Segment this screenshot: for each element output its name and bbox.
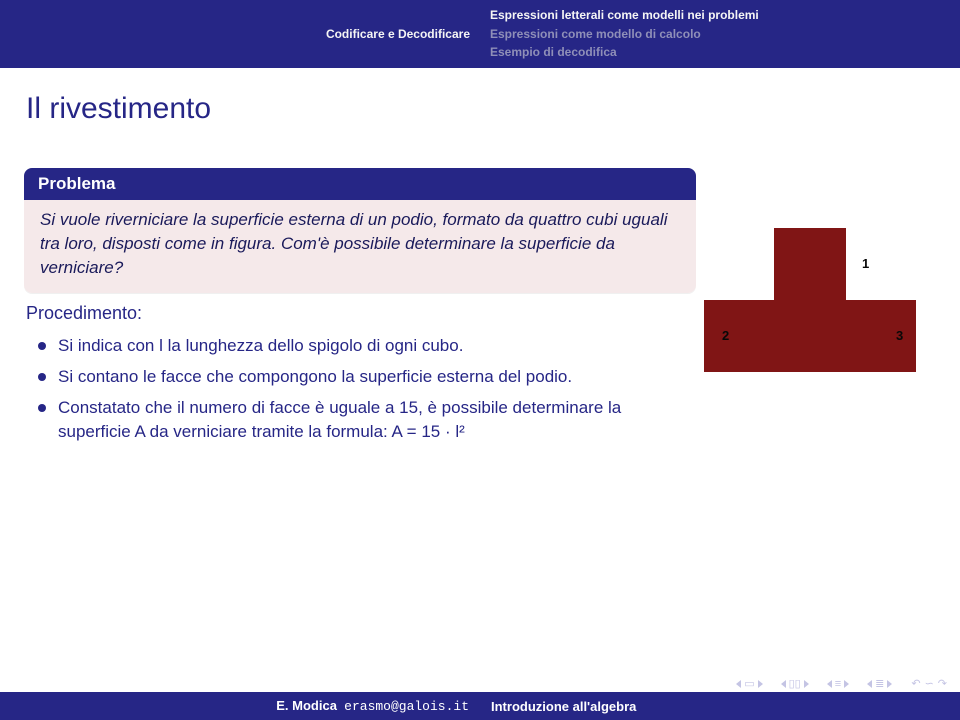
nav-prev-icon bbox=[736, 680, 741, 688]
header-subsection-1: Espressioni come modello di calcolo bbox=[490, 26, 960, 43]
nav-slide-icon: ▭ bbox=[743, 677, 755, 690]
cube-bottom-mid bbox=[774, 300, 846, 372]
procedure-item: Si contano le facce che compongono la su… bbox=[38, 365, 696, 390]
podio-figure: 1 2 3 bbox=[704, 228, 914, 428]
footer-title: Introduzione all'algebra bbox=[485, 699, 960, 714]
cube-label-3: 3 bbox=[896, 328, 903, 343]
content-right: 1 2 3 bbox=[704, 168, 924, 451]
nav-frame-icon: ▯▯ bbox=[788, 677, 802, 690]
nav-next-icon bbox=[887, 680, 892, 688]
nav-prev-icon bbox=[827, 680, 832, 688]
procedure-list: Si indica con l la lunghezza dello spigo… bbox=[24, 334, 696, 445]
footer-email: erasmo@galois.it bbox=[344, 699, 469, 714]
content-area: Problema Si vuole riverniciare la superf… bbox=[0, 126, 960, 451]
nav-slide[interactable]: ▭ bbox=[736, 677, 762, 690]
nav-next-icon bbox=[844, 680, 849, 688]
content-left: Problema Si vuole riverniciare la superf… bbox=[24, 168, 696, 451]
nav-prev-icon bbox=[867, 680, 872, 688]
nav-next-icon bbox=[804, 680, 809, 688]
procedure-item: Si indica con l la lunghezza dello spigo… bbox=[38, 334, 696, 359]
footer-author: E. Modica erasmo@galois.it bbox=[0, 698, 485, 714]
beamer-footer: E. Modica erasmo@galois.it Introduzione … bbox=[0, 692, 960, 720]
nav-subsection-icon: ≡ bbox=[834, 678, 842, 690]
nav-next-icon bbox=[758, 680, 763, 688]
nav-section[interactable]: ≣ bbox=[867, 677, 892, 690]
problem-block-body: Si vuole riverniciare la superficie este… bbox=[24, 200, 696, 293]
nav-frame[interactable]: ▯▯ bbox=[781, 677, 809, 690]
nav-back-icon: ↶ bbox=[910, 677, 921, 690]
beamer-header: Codificare e Decodificare Espressioni le… bbox=[0, 0, 960, 68]
cube-label-2: 2 bbox=[722, 328, 729, 343]
problem-block: Problema Si vuole riverniciare la superf… bbox=[24, 168, 696, 293]
nav-search-icon: ∽ bbox=[924, 677, 935, 690]
problem-block-title: Problema bbox=[24, 168, 696, 200]
nav-back-forward[interactable]: ↶ ∽ ↷ bbox=[910, 677, 948, 690]
header-subsection-0: Espressioni letterali come modelli nei p… bbox=[490, 7, 960, 24]
cube-bottom-left bbox=[704, 300, 776, 372]
header-section-right: Espressioni letterali come modelli nei p… bbox=[488, 5, 960, 63]
nav-subsection[interactable]: ≡ bbox=[827, 678, 849, 690]
beamer-nav-symbols: ▭ ▯▯ ≡ ≣ ↶ ∽ ↷ bbox=[736, 677, 948, 690]
nav-prev-icon bbox=[781, 680, 786, 688]
procedure-title: Procedimento: bbox=[26, 303, 696, 324]
header-section-left: Codificare e Decodificare bbox=[0, 5, 488, 63]
cube-bottom-right bbox=[844, 300, 916, 372]
cube-top bbox=[774, 228, 846, 300]
slide-title: Il rivestimento bbox=[0, 68, 960, 126]
nav-forward-icon: ↷ bbox=[937, 677, 948, 690]
procedure-item: Constatato che il numero di facce è ugua… bbox=[38, 396, 696, 445]
cube-label-1: 1 bbox=[862, 256, 869, 271]
nav-section-icon: ≣ bbox=[874, 677, 885, 690]
header-subsection-2: Esempio di decodifica bbox=[490, 44, 960, 61]
